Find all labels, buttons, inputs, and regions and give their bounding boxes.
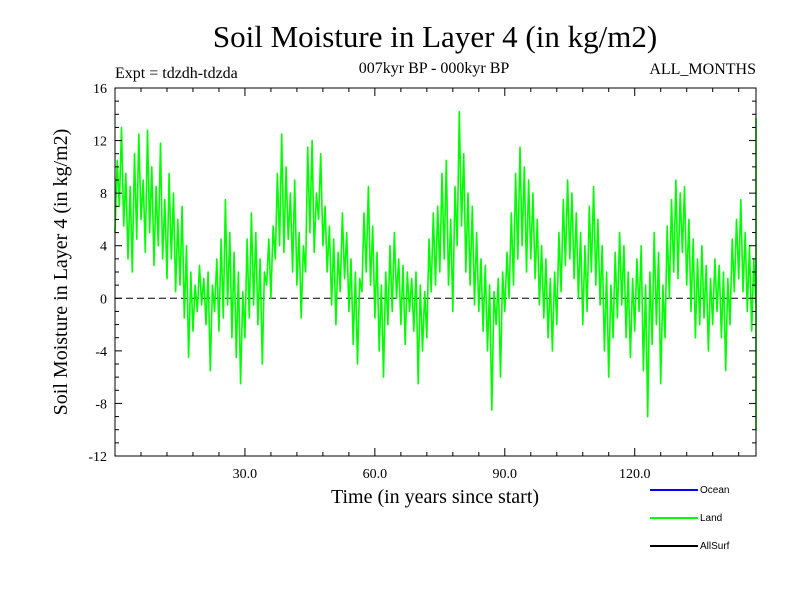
y-tick-label: -8	[95, 397, 107, 412]
y-tick-label: 0	[100, 292, 107, 307]
x-tick-label: 90.0	[493, 467, 518, 482]
legend-label-allsurf: AllSurf	[700, 541, 730, 552]
y-axis-label: Soil Moisture in Layer 4 (in kg/m2)	[50, 129, 72, 416]
series-group	[114, 110, 757, 431]
x-tick-label: 30.0	[233, 467, 258, 482]
x-tick-label: 60.0	[363, 467, 388, 482]
period-label: 007kyr BP - 000kyr BP	[359, 60, 510, 77]
y-tick-label: -12	[88, 450, 107, 465]
y-tick-label: 4	[100, 240, 107, 255]
series-line-land	[114, 110, 757, 431]
ticks-group: -12 -8 -4 0 4 8 12 16 30.0 60.0 90.0 120.0	[88, 82, 756, 482]
y-tick-label: -4	[95, 345, 107, 360]
y-tick-label: 12	[93, 135, 107, 150]
legend-label-land: Land	[700, 513, 722, 524]
months-label: ALL_MONTHS	[649, 61, 756, 78]
y-tick-label: 8	[100, 187, 107, 202]
experiment-label: Expt = tdzdh-tdzda	[115, 65, 238, 82]
x-axis-label: Time (in years since start)	[331, 486, 539, 508]
y-tick-label: 16	[93, 82, 107, 97]
x-tick-label: 120.0	[619, 467, 651, 482]
legend: Ocean Land AllSurf	[650, 485, 730, 552]
chart-title: Soil Moisture in Layer 4 (in kg/m2)	[213, 19, 657, 54]
legend-label-ocean: Ocean	[700, 485, 729, 496]
